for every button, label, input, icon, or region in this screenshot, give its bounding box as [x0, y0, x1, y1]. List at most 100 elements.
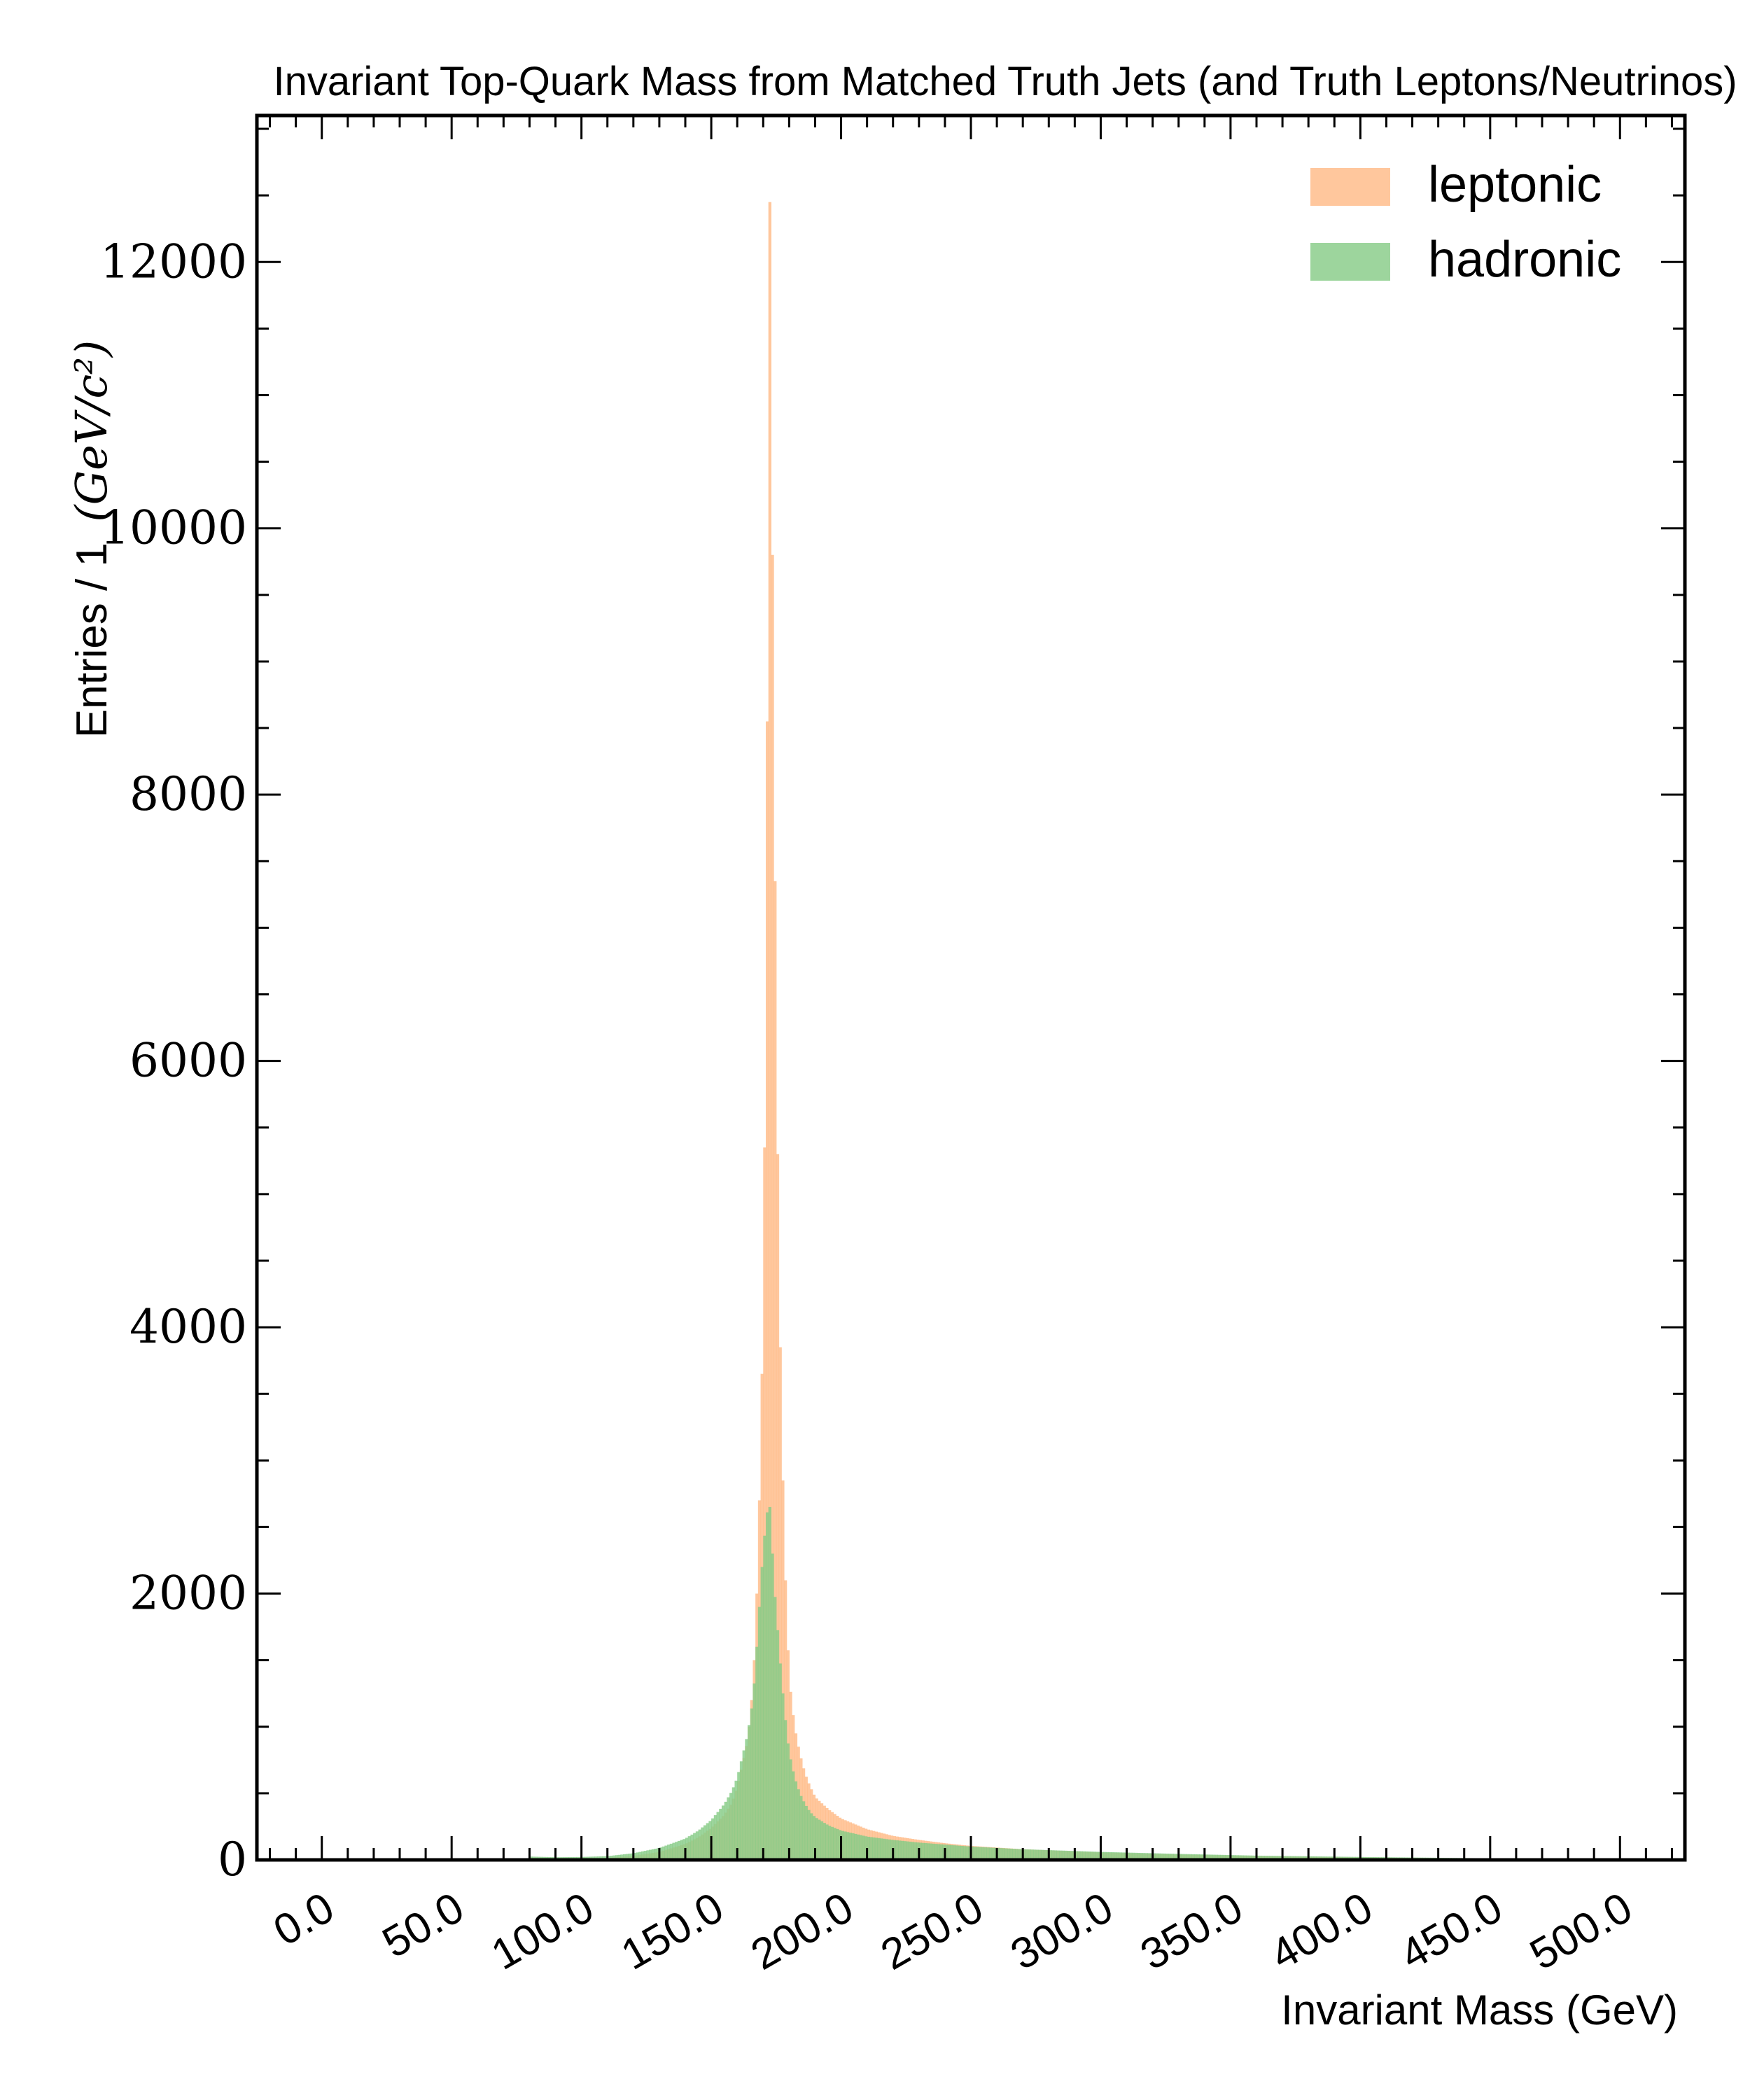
histogram-bin-hadronic [877, 1837, 881, 1860]
y-tick-label: 12000 [100, 234, 247, 288]
histogram-bin-hadronic [979, 1847, 982, 1860]
histogram-bin-hadronic [1025, 1849, 1029, 1860]
histogram-bin-hadronic [711, 1818, 715, 1860]
histogram-bin-hadronic [602, 1856, 606, 1860]
histogram-bin-hadronic [1272, 1856, 1275, 1860]
histogram-bin-hadronic [846, 1832, 850, 1860]
histogram-bin-hadronic [1295, 1856, 1298, 1860]
histogram-bin-hadronic [838, 1830, 842, 1860]
histogram-bin-hadronic [1256, 1855, 1260, 1860]
histogram-bin-hadronic [1126, 1852, 1130, 1860]
histogram-bin-hadronic [778, 1663, 782, 1860]
histogram-bin-hadronic [1204, 1854, 1208, 1860]
histogram-bin-hadronic [1254, 1855, 1257, 1860]
histogram-bin-hadronic [1230, 1855, 1234, 1860]
histogram-bin-leptonic [771, 554, 774, 1860]
histogram-bin-hadronic [1046, 1849, 1049, 1860]
histogram-bin-hadronic [1017, 1849, 1021, 1860]
histogram-bin-hadronic [687, 1836, 692, 1860]
histogram-bin-hadronic [640, 1851, 645, 1860]
histogram-bin-hadronic [1217, 1854, 1221, 1860]
histogram-bin-hadronic [675, 1842, 678, 1860]
histogram-bin-hadronic [1308, 1856, 1312, 1860]
histogram-bin-hadronic [1137, 1852, 1140, 1860]
histogram-bin-hadronic [1051, 1850, 1055, 1860]
histogram-bin-hadronic [1243, 1855, 1247, 1860]
histogram-bin-hadronic [737, 1772, 741, 1860]
histogram-bin-hadronic [1152, 1853, 1156, 1860]
legend-swatch-hadronic [1310, 243, 1390, 281]
histogram-bin-leptonic [781, 1480, 785, 1860]
histogram-bin-hadronic [991, 1847, 995, 1860]
histogram-bin-hadronic [1207, 1854, 1210, 1860]
histogram-bin-hadronic [1049, 1850, 1052, 1860]
histogram-bin-hadronic [633, 1853, 637, 1860]
histogram-bin-hadronic [1054, 1850, 1057, 1860]
histogram-bin-hadronic [1038, 1849, 1042, 1860]
histogram-bin-hadronic [1002, 1848, 1005, 1860]
histogram-bin-hadronic [994, 1847, 997, 1860]
histogram-bin-hadronic [804, 1805, 808, 1860]
legend: leptonic hadronic [1310, 157, 1621, 288]
histogram-bin-hadronic [911, 1842, 914, 1860]
histogram-bin-hadronic [1214, 1854, 1218, 1860]
histogram-bin-hadronic [976, 1847, 979, 1860]
histogram-bin-hadronic [921, 1842, 925, 1860]
histogram-bin-hadronic [667, 1844, 671, 1860]
histogram-bin-leptonic [778, 1347, 782, 1860]
histogram-bin-hadronic [1228, 1855, 1231, 1860]
histogram-bin-hadronic [771, 1553, 774, 1860]
histogram-bin-hadronic [1225, 1854, 1228, 1860]
histogram-bin-hadronic [734, 1780, 738, 1860]
histogram-bin-hadronic [1020, 1849, 1023, 1860]
histogram-bin-hadronic [617, 1854, 621, 1860]
histogram-bin-hadronic [1140, 1853, 1143, 1860]
histogram-bin-hadronic [872, 1837, 876, 1860]
histogram-bin-hadronic [789, 1759, 792, 1860]
histogram-bin-hadronic [926, 1843, 930, 1860]
histogram-bin-hadronic [1147, 1853, 1151, 1860]
y-axis-label-group: Entries / 1 (GeV/c²) [66, 340, 117, 738]
histogram-bin-hadronic [939, 1844, 943, 1860]
histogram-bin-hadronic [1290, 1856, 1294, 1860]
histogram-bin-hadronic [882, 1838, 886, 1860]
histogram-bin-hadronic [721, 1805, 725, 1860]
histogram-bin-hadronic [765, 1512, 769, 1860]
histogram-bin-hadronic [1277, 1856, 1280, 1860]
histogram-bin-hadronic [677, 1840, 681, 1860]
histogram-bin-hadronic [900, 1840, 904, 1860]
histogram-bin-hadronic [1186, 1854, 1190, 1860]
histogram-bin-hadronic [1240, 1855, 1245, 1860]
histogram-bin-hadronic [841, 1830, 844, 1860]
histogram-bin-hadronic [1238, 1855, 1242, 1860]
histogram-bin-hadronic [953, 1845, 956, 1860]
histogram-bin-hadronic [955, 1845, 959, 1860]
histogram-bin-hadronic [1313, 1856, 1317, 1860]
histogram-bin-hadronic [944, 1844, 948, 1860]
histogram-bin-hadronic [1191, 1854, 1195, 1860]
histogram-bin-hadronic [929, 1843, 932, 1860]
chart-title: Invariant Top-Quark Mass from Matched Tr… [273, 59, 1737, 104]
histogram-bin-hadronic [1134, 1852, 1138, 1860]
histogram-bin-hadronic [1168, 1854, 1172, 1860]
histogram-bin-hadronic [794, 1781, 798, 1860]
histogram-bin-hadronic [1220, 1854, 1224, 1860]
histogram-bin-hadronic [701, 1827, 704, 1860]
histogram-bin-hadronic [859, 1835, 862, 1860]
histogram-bin-hadronic [1023, 1849, 1026, 1860]
histogram-bin-hadronic [1067, 1851, 1070, 1860]
histogram-bin-hadronic [1105, 1851, 1110, 1860]
histogram-bin-hadronic [706, 1823, 709, 1860]
histogram-bin-hadronic [1298, 1856, 1301, 1860]
histogram-bin-hadronic [1041, 1849, 1044, 1860]
histogram-bin-hadronic [1087, 1851, 1091, 1860]
histogram-bin-hadronic [986, 1847, 990, 1860]
histogram-bin-hadronic [763, 1535, 766, 1860]
histogram-bin-hadronic [1124, 1852, 1128, 1860]
histogram-bin-hadronic [1194, 1854, 1198, 1860]
histogram-bin-hadronic [727, 1797, 730, 1860]
histogram-bin-hadronic [1131, 1852, 1135, 1860]
histogram-bin-hadronic [950, 1844, 953, 1860]
histogram-bin-hadronic [774, 1597, 777, 1860]
